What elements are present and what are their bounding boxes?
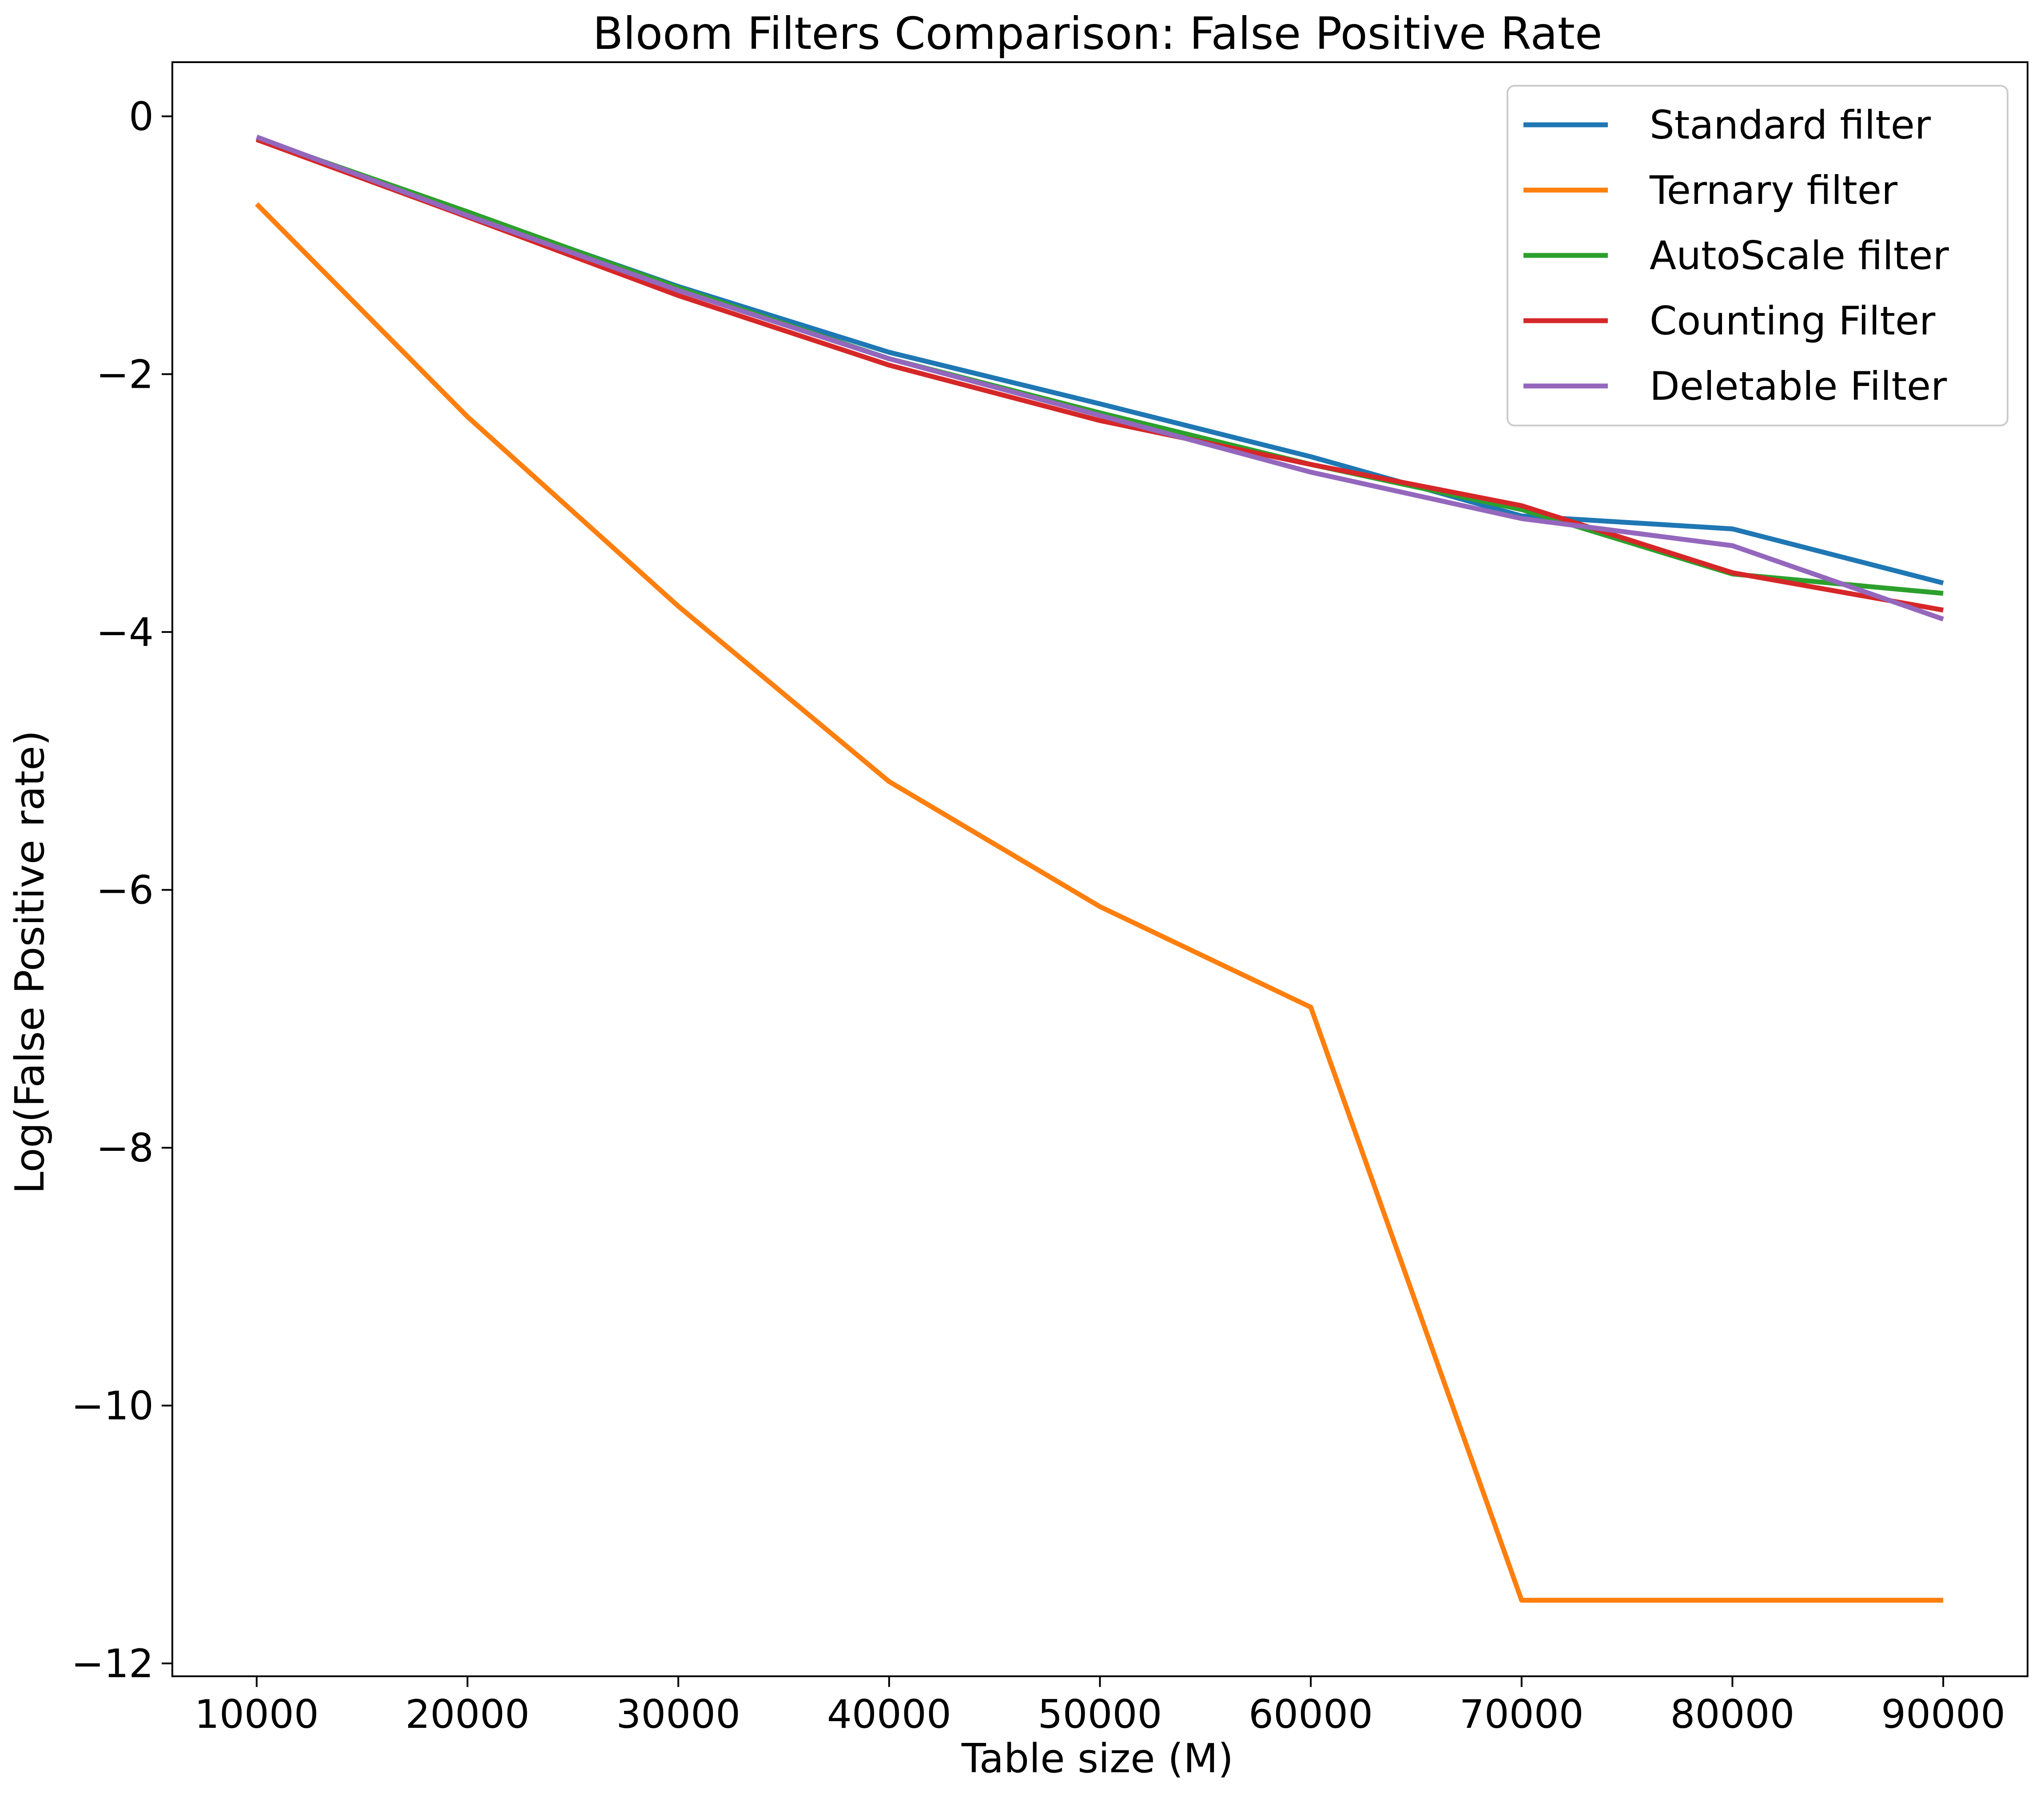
y-tick-label: −12 [71,1641,154,1687]
y-tick-label: −4 [96,609,154,655]
y-axis-label: Log(False Positive rate) [7,730,53,1194]
x-tick-label: 70000 [1459,1691,1584,1737]
axis-ticks: 10000 20000 30000 40000 50000 60000 70000 80000… [71,94,2005,1737]
x-tick-label: 80000 [1670,1691,1795,1737]
series-line-ternary-filter [255,202,1944,1603]
legend-label: Deletable Filter [1650,363,1947,409]
x-tick-label: 10000 [195,1691,319,1737]
legend-label: AutoScale filter [1650,233,1949,278]
x-tick-label: 90000 [1881,1691,2005,1737]
y-tick-label: 0 [129,94,154,139]
legend-label: Counting Filter [1650,298,1936,344]
y-tick-label: −6 [96,867,154,913]
y-tick-label: −10 [71,1383,154,1428]
series-lines [255,135,1944,1603]
legend-label: Standard filter [1650,102,1931,148]
y-tick-label: −2 [96,351,154,397]
x-tick-label: 30000 [616,1691,740,1737]
x-axis-label: Table size (M) [961,1735,1233,1782]
legend-box [1507,85,2008,426]
y-tick-label: −8 [96,1125,154,1171]
legend-label: Ternary filter [1649,167,1898,213]
x-tick-label: 40000 [827,1691,951,1737]
series-line-deletable-filter [255,135,1944,622]
legend: Standard filter Ternary filter AutoScale f… [1507,85,2008,426]
x-tick-label: 20000 [406,1691,530,1737]
plot-area-frame [171,61,2028,1677]
x-tick-label: 50000 [1038,1691,1162,1737]
x-tick-label: 60000 [1249,1691,1373,1737]
chart-title: Bloom Filters Comparison: False Positive… [593,8,1602,60]
